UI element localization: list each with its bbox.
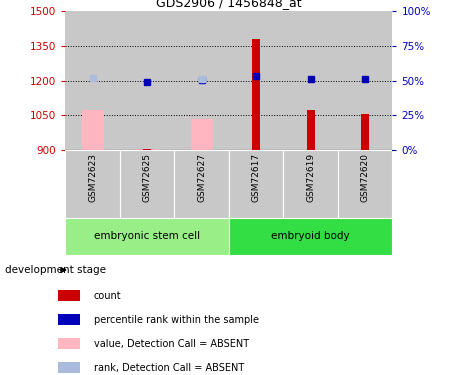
- Bar: [191, 119, 212, 150]
- Text: GSM72617: GSM72617: [252, 153, 261, 203]
- Bar: [65, 150, 120, 217]
- Bar: [58, 290, 80, 301]
- Text: percentile rank within the sample: percentile rank within the sample: [94, 315, 259, 325]
- Bar: [58, 314, 80, 325]
- Bar: [252, 39, 260, 150]
- Text: rank, Detection Call = ABSENT: rank, Detection Call = ABSENT: [94, 363, 244, 373]
- Bar: [120, 11, 175, 150]
- Bar: [65, 11, 120, 150]
- Text: GSM72625: GSM72625: [143, 153, 152, 203]
- Bar: [136, 149, 158, 150]
- Bar: [82, 110, 104, 150]
- Bar: [307, 110, 315, 150]
- Text: GSM72620: GSM72620: [361, 153, 370, 203]
- Text: GSM72619: GSM72619: [306, 153, 315, 203]
- Text: embryonic stem cell: embryonic stem cell: [94, 231, 200, 241]
- Text: GSM72627: GSM72627: [197, 153, 206, 203]
- Bar: [175, 11, 229, 150]
- Bar: [229, 11, 283, 150]
- Text: count: count: [94, 291, 121, 301]
- Bar: [338, 150, 392, 217]
- Bar: [338, 11, 392, 150]
- Bar: [143, 149, 151, 150]
- Text: value, Detection Call = ABSENT: value, Detection Call = ABSENT: [94, 339, 249, 349]
- Bar: [229, 217, 392, 255]
- Bar: [361, 114, 369, 150]
- Bar: [283, 150, 338, 217]
- Bar: [58, 338, 80, 349]
- Title: GDS2906 / 1456848_at: GDS2906 / 1456848_at: [156, 0, 302, 9]
- Bar: [175, 150, 229, 217]
- Bar: [120, 150, 175, 217]
- Bar: [58, 362, 80, 373]
- Text: GSM72623: GSM72623: [88, 153, 97, 203]
- Text: development stage: development stage: [5, 265, 106, 275]
- Bar: [229, 150, 283, 217]
- Bar: [283, 11, 338, 150]
- Bar: [65, 217, 229, 255]
- Text: embryoid body: embryoid body: [272, 231, 350, 241]
